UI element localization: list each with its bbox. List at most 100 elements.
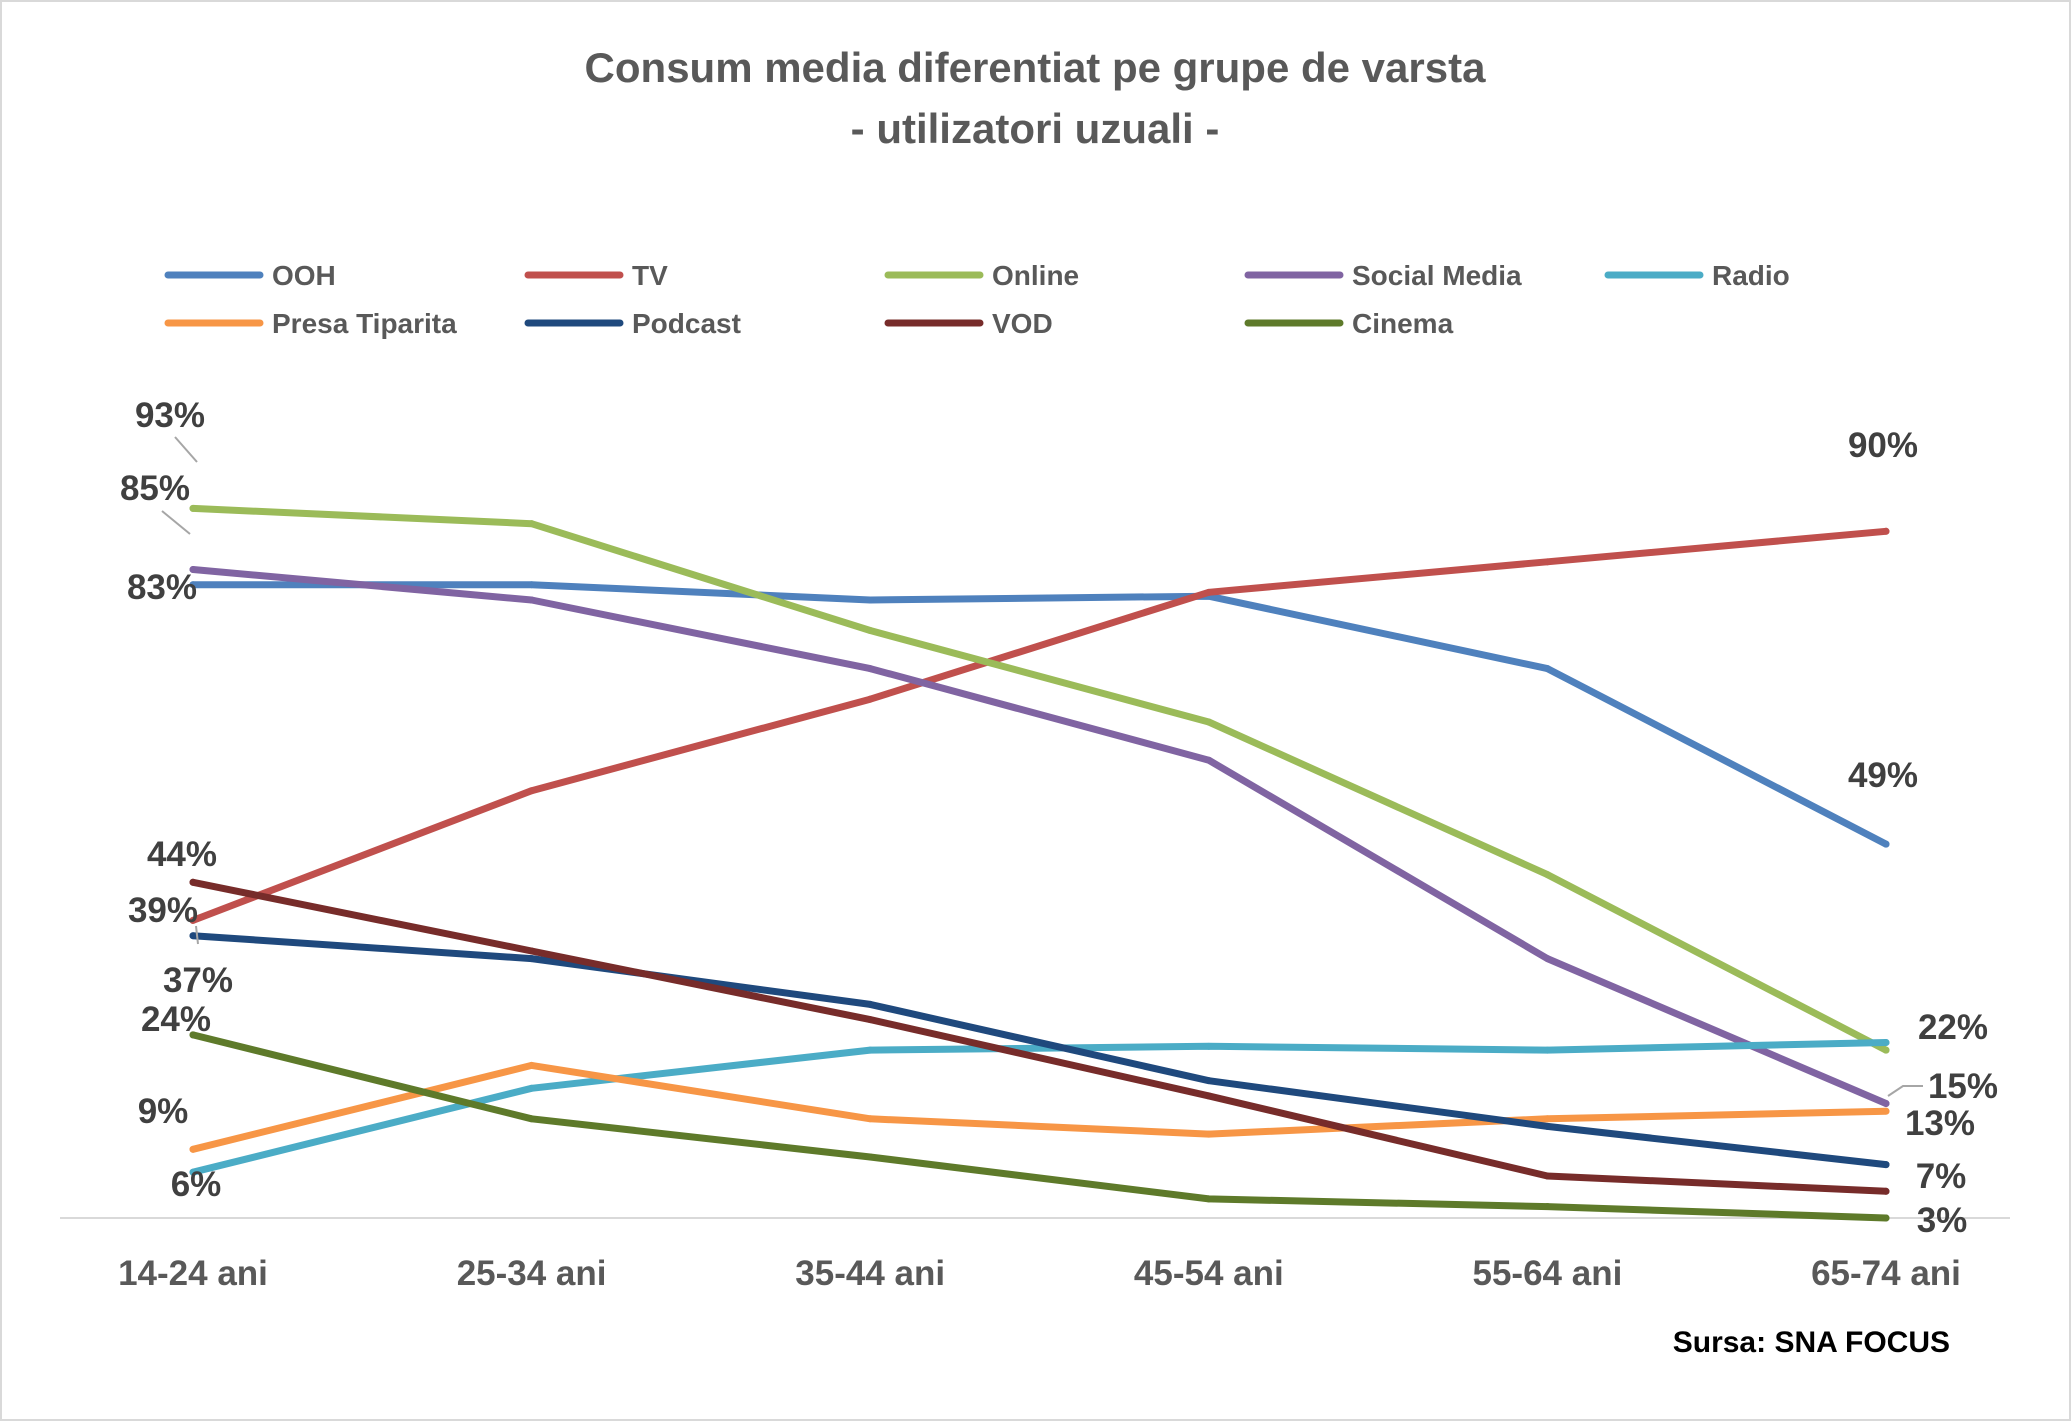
- legend-label: VOD: [992, 308, 1053, 339]
- data-point-podcast: [866, 1000, 874, 1008]
- data-point-radio: [189, 1168, 197, 1176]
- data-label-cinema: 24%: [141, 1000, 211, 1039]
- legend-item-presa-tiparita: Presa Tiparita: [164, 308, 457, 339]
- data-point-vod: [189, 878, 197, 886]
- data-point-cinema: [1205, 1195, 1213, 1203]
- series-line-tv: [189, 527, 1890, 924]
- data-point-social-media: [866, 665, 874, 673]
- x-tick-label: 65-74 ani: [1811, 1254, 1961, 1293]
- legend-label: TV: [632, 260, 668, 291]
- data-point-cinema: [1882, 1214, 1890, 1222]
- series-online: [189, 504, 1890, 1054]
- data-point-presa-tiparita: [1882, 1107, 1890, 1115]
- legend-label: Radio: [1712, 260, 1790, 291]
- data-point-podcast: [1882, 1161, 1890, 1169]
- data-point-presa-tiparita: [866, 1115, 874, 1123]
- series-presa-tiparita: [189, 1061, 1890, 1153]
- chart-subtitle: - utilizatori uzuali -: [851, 105, 1220, 152]
- leader-line: [174, 436, 198, 463]
- data-point-vod: [1205, 1092, 1213, 1100]
- legend-label: OOH: [272, 260, 336, 291]
- series-line-ooh: [189, 581, 1890, 848]
- x-tick-label: 55-64 ani: [1472, 1254, 1622, 1293]
- data-point-online: [528, 520, 536, 528]
- data-point-cinema: [866, 1153, 874, 1161]
- data-label-presa-tiparita: 13%: [1905, 1104, 1975, 1143]
- series-line-social-media: [189, 566, 1890, 1107]
- leader-lines: [161, 436, 1923, 1097]
- data-point-cinema: [1543, 1203, 1551, 1211]
- data-point-cinema: [528, 1115, 536, 1123]
- legend-item-tv: TV: [524, 260, 668, 291]
- data-point-presa-tiparita: [1205, 1130, 1213, 1138]
- legend-label: Presa Tiparita: [272, 308, 457, 339]
- leader-line: [195, 925, 199, 945]
- data-point-vod: [1882, 1187, 1890, 1195]
- legend-item-vod: VOD: [884, 308, 1053, 339]
- leader-line: [161, 510, 191, 535]
- data-point-tv: [1205, 588, 1213, 596]
- data-label-tv: 39%: [128, 891, 198, 930]
- data-label-presa-tiparita: 9%: [138, 1092, 189, 1131]
- data-point-cinema: [189, 1031, 197, 1039]
- data-labels: 93% 85% 83% 44% 39% 37%24% 9% 6% 90% 49% 22% 15%13%…: [120, 396, 1998, 1240]
- data-point-tv: [189, 916, 197, 924]
- data-label-podcast: 7%: [1916, 1157, 1967, 1196]
- series-vod: [189, 878, 1890, 1195]
- legend-item-social-media: Social Media: [1244, 260, 1522, 291]
- x-axis-ticks: 14-24 ani 25-34 ani 35-44 ani 45-54 ani 55-6…: [118, 1254, 1961, 1293]
- x-tick-label: 45-54 ani: [1134, 1254, 1284, 1293]
- series-line-vod: [189, 878, 1890, 1195]
- data-point-social-media: [528, 596, 536, 604]
- legend-item-ooh: OOH: [164, 260, 336, 291]
- legend-label: Cinema: [1352, 308, 1454, 339]
- data-point-online: [1543, 871, 1551, 879]
- data-label-online: 22%: [1918, 1008, 1988, 1047]
- data-point-ooh: [866, 596, 874, 604]
- data-label-radio: 6%: [171, 1165, 222, 1204]
- data-point-vod: [528, 947, 536, 955]
- legend-label: Podcast: [632, 308, 741, 339]
- data-point-radio: [1882, 1039, 1890, 1047]
- data-point-radio: [528, 1084, 536, 1092]
- data-point-ooh: [528, 581, 536, 589]
- data-label-cinema: 3%: [1917, 1201, 1968, 1240]
- data-point-online: [189, 504, 197, 512]
- data-point-podcast: [189, 932, 197, 940]
- source-note: Sursa: SNA FOCUS: [1673, 1326, 1950, 1359]
- series-social-media: [189, 565, 1890, 1108]
- data-label-social-media: 15%: [1928, 1067, 1998, 1106]
- series-tv: [189, 527, 1890, 924]
- data-label-podcast: 37%: [163, 961, 233, 1000]
- series-line-radio: [189, 1039, 1890, 1176]
- leader-line: [1887, 1085, 1923, 1097]
- legend-item-radio: Radio: [1604, 260, 1790, 291]
- data-label-ooh: 83%: [127, 568, 197, 607]
- data-point-social-media: [1543, 955, 1551, 963]
- x-tick-label: 25-34 ani: [457, 1254, 607, 1293]
- chart-title: Consum media diferentiat pe grupe de var…: [585, 44, 1487, 91]
- series-line-podcast: [189, 932, 1890, 1169]
- data-point-radio: [866, 1046, 874, 1054]
- series-cinema: [189, 1031, 1890, 1222]
- data-point-tv: [528, 787, 536, 795]
- series-line-cinema: [189, 1031, 1890, 1222]
- data-point-tv: [1882, 527, 1890, 535]
- legend-item-cinema: Cinema: [1244, 308, 1454, 339]
- legend-item-podcast: Podcast: [524, 308, 741, 339]
- series-layer: [189, 504, 1890, 1222]
- data-point-ooh: [189, 581, 197, 589]
- data-label-ooh: 49%: [1848, 756, 1918, 795]
- data-point-presa-tiparita: [528, 1061, 536, 1069]
- data-label-online: 93%: [135, 396, 205, 435]
- series-ooh: [189, 581, 1890, 848]
- data-point-presa-tiparita: [1543, 1115, 1551, 1123]
- x-tick-label: 35-44 ani: [795, 1254, 945, 1293]
- data-point-online: [1205, 718, 1213, 726]
- data-point-podcast: [1205, 1077, 1213, 1085]
- data-point-podcast: [528, 955, 536, 963]
- data-point-online: [1882, 1046, 1890, 1054]
- data-point-radio: [1205, 1042, 1213, 1050]
- data-point-social-media: [189, 565, 197, 573]
